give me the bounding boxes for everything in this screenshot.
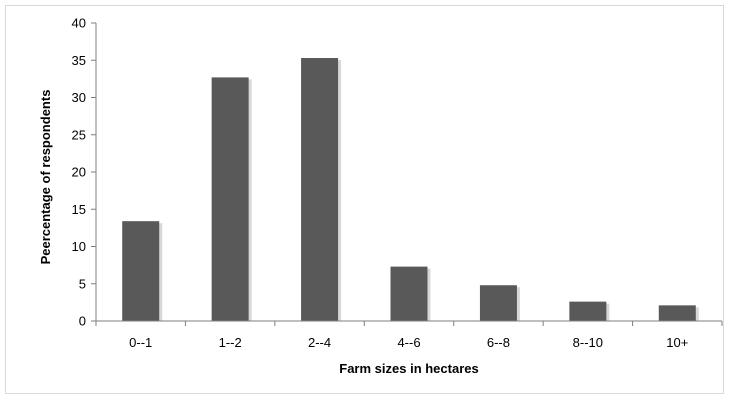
y-tick-label: 30 xyxy=(72,90,86,105)
y-tick-label: 10 xyxy=(72,239,86,254)
bar-1--2 xyxy=(211,77,249,321)
x-tick-label: 10+ xyxy=(666,335,688,350)
x-axis-ticks: 0--1 1--2 2--4 4--6 6--8 8--10 10+ xyxy=(95,321,723,350)
bar-10+ xyxy=(658,305,696,321)
bar-8--10 xyxy=(569,301,607,321)
bar-0--1 xyxy=(122,221,160,321)
x-tick-label: 1--2 xyxy=(219,335,242,350)
y-tick-label: 35 xyxy=(72,53,86,68)
y-axis-ticks: 0 5 10 15 20 25 30 35 40 xyxy=(72,16,96,329)
x-tick-label: 8--10 xyxy=(573,335,603,350)
y-tick-label: 5 xyxy=(79,276,86,291)
chart-frame xyxy=(5,5,724,394)
x-tick-label: 0--1 xyxy=(129,335,152,350)
x-tick-label: 4--6 xyxy=(397,335,420,350)
x-tick-label: 2--4 xyxy=(308,335,331,350)
x-axis-title: Farm sizes in hectares xyxy=(339,361,478,376)
bar-6--8 xyxy=(479,285,517,321)
x-tick-label: 6--8 xyxy=(487,335,510,350)
y-tick-label: 40 xyxy=(72,16,86,31)
y-tick-label: 0 xyxy=(79,314,86,329)
y-tick-label: 25 xyxy=(72,127,86,142)
y-tick-label: 15 xyxy=(72,202,86,217)
y-tick-label: 20 xyxy=(72,165,86,180)
bar-4--6 xyxy=(390,266,428,321)
bars-group xyxy=(122,58,699,321)
y-axis-title: Peercentage of respondents xyxy=(38,90,53,265)
bar-2--4 xyxy=(301,58,339,321)
